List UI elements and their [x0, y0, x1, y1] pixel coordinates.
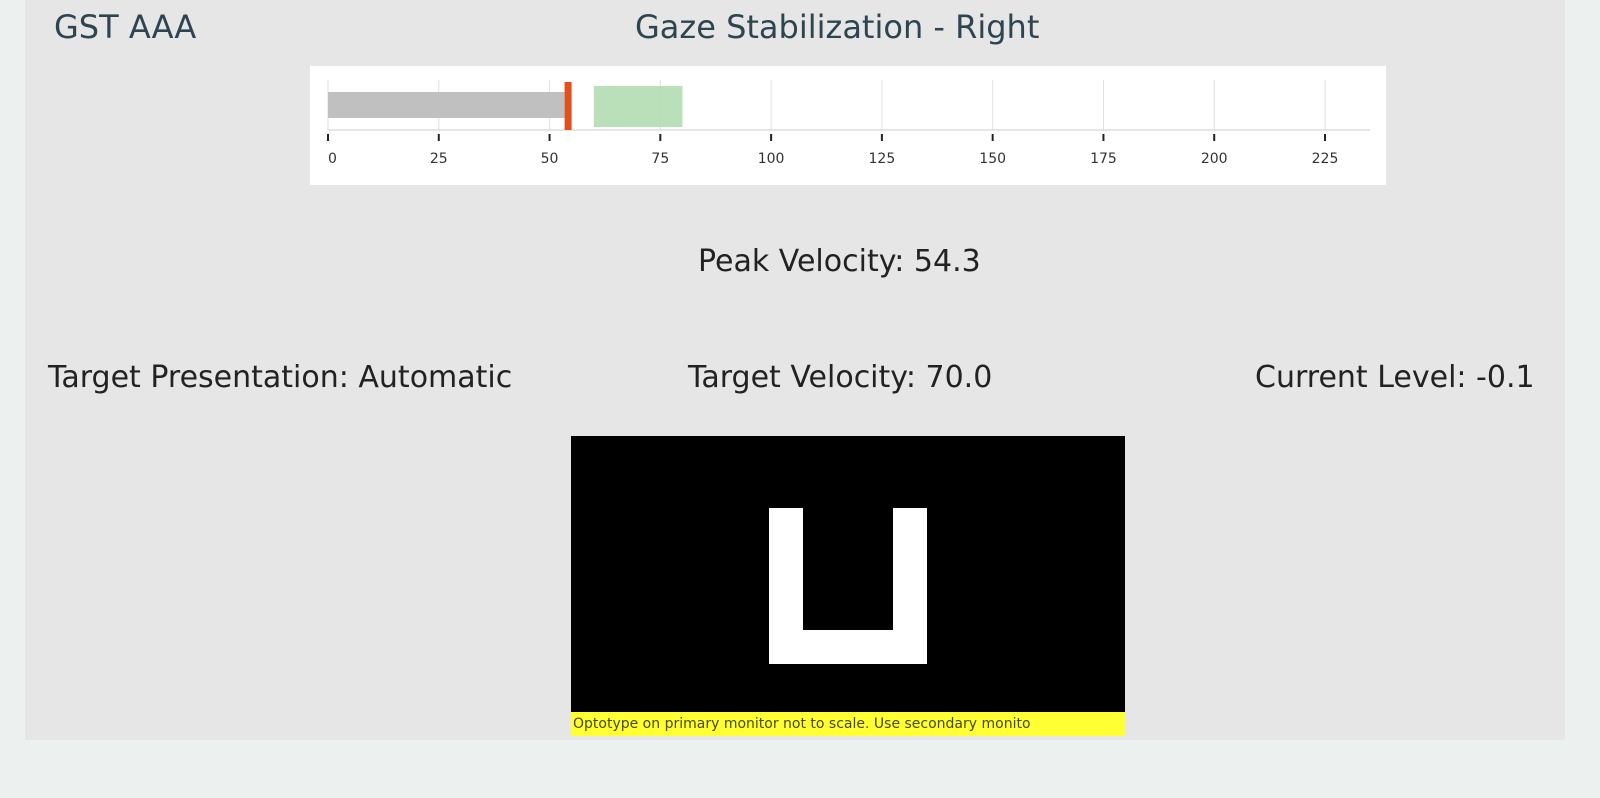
- tick-label: 225: [1312, 151, 1339, 167]
- velocity-chart-svg: 0 25 50 75 100 125 150 175 200 225: [327, 80, 1370, 167]
- velocity-chart: 0 25 50 75 100 125 150 175 200 225: [310, 66, 1386, 185]
- tick-label: 0: [328, 151, 337, 167]
- scale-warning: Optotype on primary monitor not to scale…: [571, 712, 1125, 736]
- patient-id: GST AAA: [54, 8, 197, 46]
- target-velocity: Target Velocity: 70.0: [688, 360, 993, 395]
- optotype-display: Optotype on primary monitor not to scale…: [571, 436, 1125, 736]
- tick-label: 125: [869, 151, 896, 167]
- peak-velocity-bar: [328, 92, 565, 118]
- tick-label: 25: [430, 151, 448, 167]
- peak-velocity-marker: [564, 82, 572, 130]
- tick-label: 75: [651, 151, 669, 167]
- tick-label: 200: [1201, 151, 1228, 167]
- tick-label: 175: [1090, 151, 1117, 167]
- current-level: Current Level: -0.1: [1255, 360, 1535, 395]
- optotype-letter-u: [769, 508, 927, 664]
- tick-label: 100: [758, 151, 785, 167]
- target-range-bar: [593, 86, 683, 127]
- tick-label: 150: [979, 151, 1006, 167]
- page-title: Gaze Stabilization - Right: [635, 8, 1040, 46]
- target-presentation: Target Presentation: Automatic: [48, 360, 513, 395]
- peak-velocity: Peak Velocity: 54.3: [698, 244, 981, 279]
- tick-label: 50: [541, 151, 559, 167]
